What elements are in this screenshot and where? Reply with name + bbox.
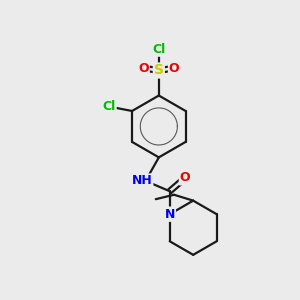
Text: O: O [138,61,149,75]
Text: NH: NH [132,174,152,188]
Text: N: N [164,208,175,221]
Text: Cl: Cl [103,100,116,113]
Text: N: N [164,208,175,221]
Text: O: O [180,172,190,184]
Text: Cl: Cl [152,43,166,56]
Text: O: O [169,61,179,75]
Text: S: S [154,64,164,77]
